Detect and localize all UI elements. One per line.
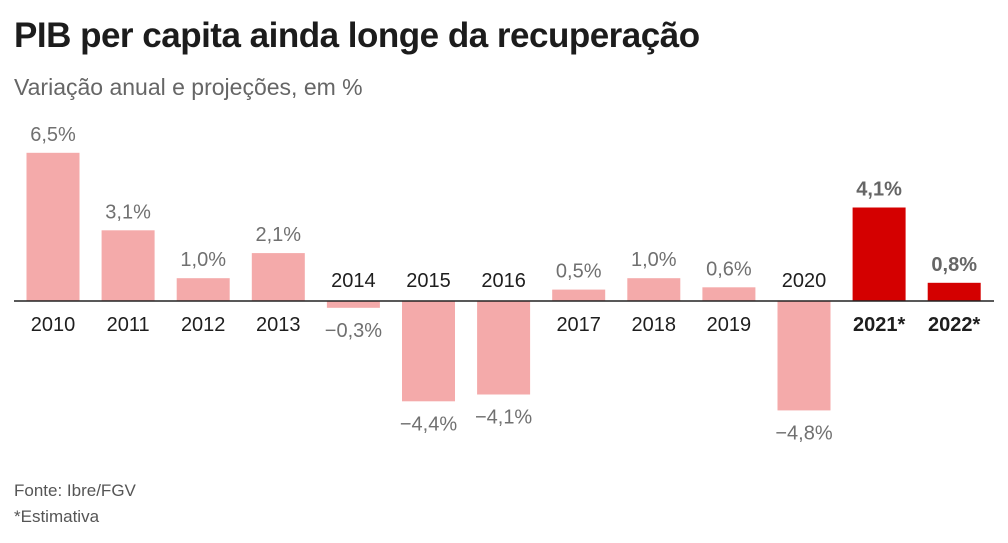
bar-2015 — [402, 301, 455, 402]
chart-subtitle: Variação anual e projeções, em % — [14, 74, 363, 100]
value-label-2012: 1,0% — [180, 249, 226, 271]
bar-2014 — [326, 301, 380, 308]
value-label-2020: −4,8% — [775, 422, 832, 444]
category-label-2018: 2018 — [632, 314, 677, 336]
value-label-2010: 6,5% — [30, 124, 76, 146]
bar-2011 — [101, 230, 155, 301]
chart-title: PIB per capita ainda longe da recuperaçã… — [14, 16, 700, 55]
category-label-2016: 2016 — [481, 270, 526, 292]
bar-2020 — [777, 301, 831, 411]
value-label-2021-estimate: 4,1% — [856, 179, 902, 201]
category-label-2022-estimate: 2022* — [928, 314, 980, 336]
source-note: Fonte: Ibre/FGV — [14, 481, 136, 500]
bar-2019 — [702, 287, 756, 301]
value-label-2014: −0,3% — [325, 320, 382, 342]
bars-group — [26, 152, 981, 411]
category-label-2014: 2014 — [331, 270, 376, 292]
category-label-2013: 2013 — [256, 314, 301, 336]
bar-2022-estimate — [927, 282, 981, 301]
bar-2017 — [552, 289, 606, 301]
value-label-2016: −4,1% — [475, 406, 532, 428]
bar-2018 — [627, 278, 681, 301]
bar-2021-estimate — [852, 207, 906, 301]
category-label-2019: 2019 — [707, 314, 752, 336]
category-label-2015: 2015 — [406, 270, 451, 292]
bar-2010 — [26, 152, 80, 301]
category-label-2012: 2012 — [181, 314, 226, 336]
value-label-2022-estimate: 0,8% — [931, 254, 977, 276]
category-label-2010: 2010 — [31, 314, 76, 336]
category-label-2017: 2017 — [556, 314, 601, 336]
value-label-2017: 0,5% — [556, 261, 602, 283]
value-label-2015: −4,4% — [400, 413, 457, 435]
bar-2013 — [251, 253, 305, 301]
bar-2016 — [477, 301, 531, 395]
category-label-2011: 2011 — [107, 314, 150, 336]
labels-group: 2010 6,5% 2011 3,1% 2012 1,0% 2013 2,1% 2014 −0,3… — [30, 124, 980, 445]
category-label-2021-estimate: 2021* — [853, 314, 905, 336]
value-label-2013: 2,1% — [256, 224, 302, 246]
value-label-2011: 3,1% — [105, 201, 151, 223]
value-label-2019: 0,6% — [706, 258, 752, 280]
category-label-2020: 2020 — [782, 270, 827, 292]
estimate-note: *Estimativa — [14, 507, 100, 526]
bar-2012 — [176, 278, 230, 301]
value-label-2018: 1,0% — [631, 249, 677, 271]
